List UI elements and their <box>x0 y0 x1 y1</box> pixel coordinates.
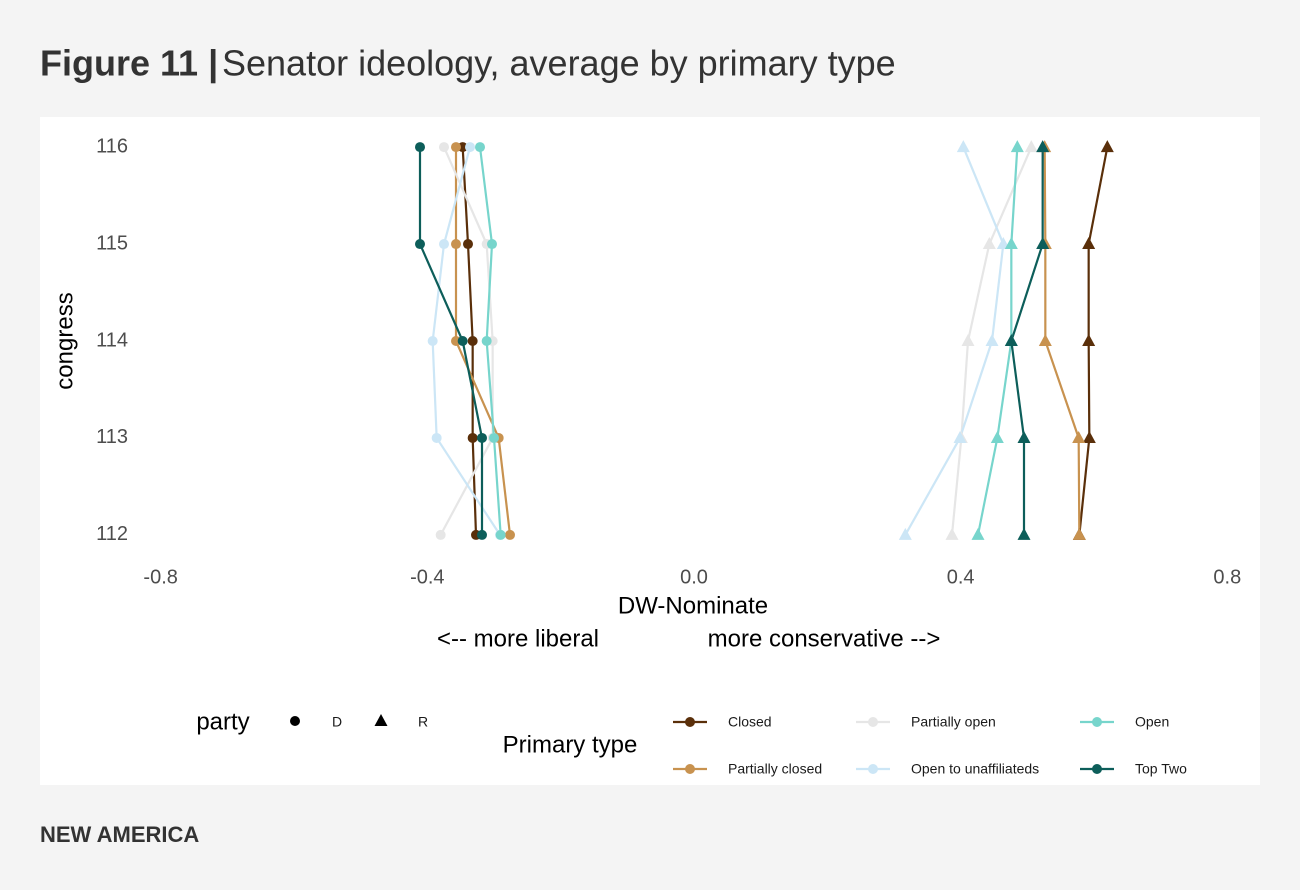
marker-circle <box>463 239 473 250</box>
marker-triangle <box>374 714 388 726</box>
marker-triangle <box>1036 140 1050 153</box>
marker-circle <box>439 239 449 250</box>
marker-triangle <box>971 527 985 540</box>
legend-title: Primary type <box>503 731 638 758</box>
marker-triangle <box>1004 334 1018 346</box>
marker-circle <box>435 529 446 540</box>
legend-label: Open to unaffiliateds <box>911 761 1039 777</box>
marker-circle <box>290 716 300 726</box>
marker-circle <box>475 142 485 153</box>
marker-triangle <box>1010 140 1024 153</box>
marker-triangle <box>1082 237 1096 250</box>
marker-circle <box>477 432 487 443</box>
marker-triangle <box>953 430 967 443</box>
marker-circle <box>415 142 425 153</box>
x-axis-label: DW-Nominate <box>618 592 768 619</box>
marker-triangle <box>956 140 970 153</box>
marker-circle <box>467 336 478 346</box>
legend-key-marker <box>868 764 878 774</box>
y-axis-label: congress <box>51 292 78 389</box>
annotation: <-- more liberal <box>437 625 599 652</box>
marker-circle <box>505 529 515 540</box>
panel <box>40 117 1260 785</box>
legend-label: D <box>332 714 342 730</box>
marker-triangle <box>1036 237 1050 250</box>
y-tick-label: 114 <box>96 329 128 351</box>
legend-key-marker <box>868 717 878 727</box>
x-tick-label: 0.8 <box>1213 566 1241 588</box>
marker-triangle <box>1017 430 1031 443</box>
marker-triangle <box>1082 430 1096 443</box>
marker-triangle <box>1072 527 1086 540</box>
legend-label: R <box>418 714 428 730</box>
chart-title: Senator ideology, average by primary typ… <box>222 43 896 84</box>
marker-triangle <box>990 430 1004 443</box>
marker-triangle <box>1100 140 1114 153</box>
marker-circle <box>439 142 449 153</box>
marker-triangle <box>1072 430 1086 443</box>
x-tick-label: -0.8 <box>143 566 177 588</box>
marker-circle <box>457 336 468 346</box>
legend-label: Top Two <box>1135 761 1187 777</box>
marker-triangle <box>898 527 912 540</box>
marker-circle <box>495 529 506 540</box>
legend-label: Partially open <box>911 714 996 730</box>
legend-key-marker <box>685 717 695 727</box>
marker-triangle <box>945 527 959 540</box>
y-tick-label: 116 <box>96 135 128 157</box>
marker-circle <box>489 432 499 443</box>
marker-triangle <box>1004 237 1018 250</box>
marker-circle <box>427 336 438 346</box>
legend-label: Open <box>1135 714 1169 730</box>
footer: NEW AMERICA <box>40 822 199 847</box>
marker-triangle <box>1038 334 1052 346</box>
x-tick-label: 0.4 <box>947 566 975 588</box>
legend-key-marker <box>1092 764 1102 774</box>
y-tick-label: 115 <box>96 232 128 254</box>
legend-key-marker <box>685 764 695 774</box>
marker-triangle <box>1024 140 1038 153</box>
marker-triangle <box>985 334 999 346</box>
marker-circle <box>487 239 497 250</box>
figure-label: Figure 11 | <box>40 43 218 85</box>
y-tick-label: 113 <box>96 426 128 448</box>
marker-triangle <box>982 237 996 250</box>
y-tick-label: 112 <box>96 523 128 545</box>
marker-triangle <box>1017 527 1031 540</box>
annotation: more conservative --> <box>708 625 941 652</box>
marker-circle <box>481 336 492 346</box>
x-tick-label: 0.0 <box>680 566 708 588</box>
marker-circle <box>465 142 475 153</box>
marker-circle <box>431 432 442 443</box>
marker-triangle <box>961 334 975 346</box>
marker-circle <box>415 239 425 250</box>
legend-key-marker <box>1092 717 1102 727</box>
marker-circle <box>477 529 487 540</box>
marker-circle <box>451 142 461 153</box>
legend-label: Closed <box>728 714 772 730</box>
legend-title: party <box>196 708 249 735</box>
marker-circle <box>451 239 461 250</box>
marker-circle <box>467 432 478 443</box>
legend-label: Partially closed <box>728 761 822 777</box>
marker-triangle <box>1082 334 1096 346</box>
x-tick-label: -0.4 <box>410 566 444 588</box>
